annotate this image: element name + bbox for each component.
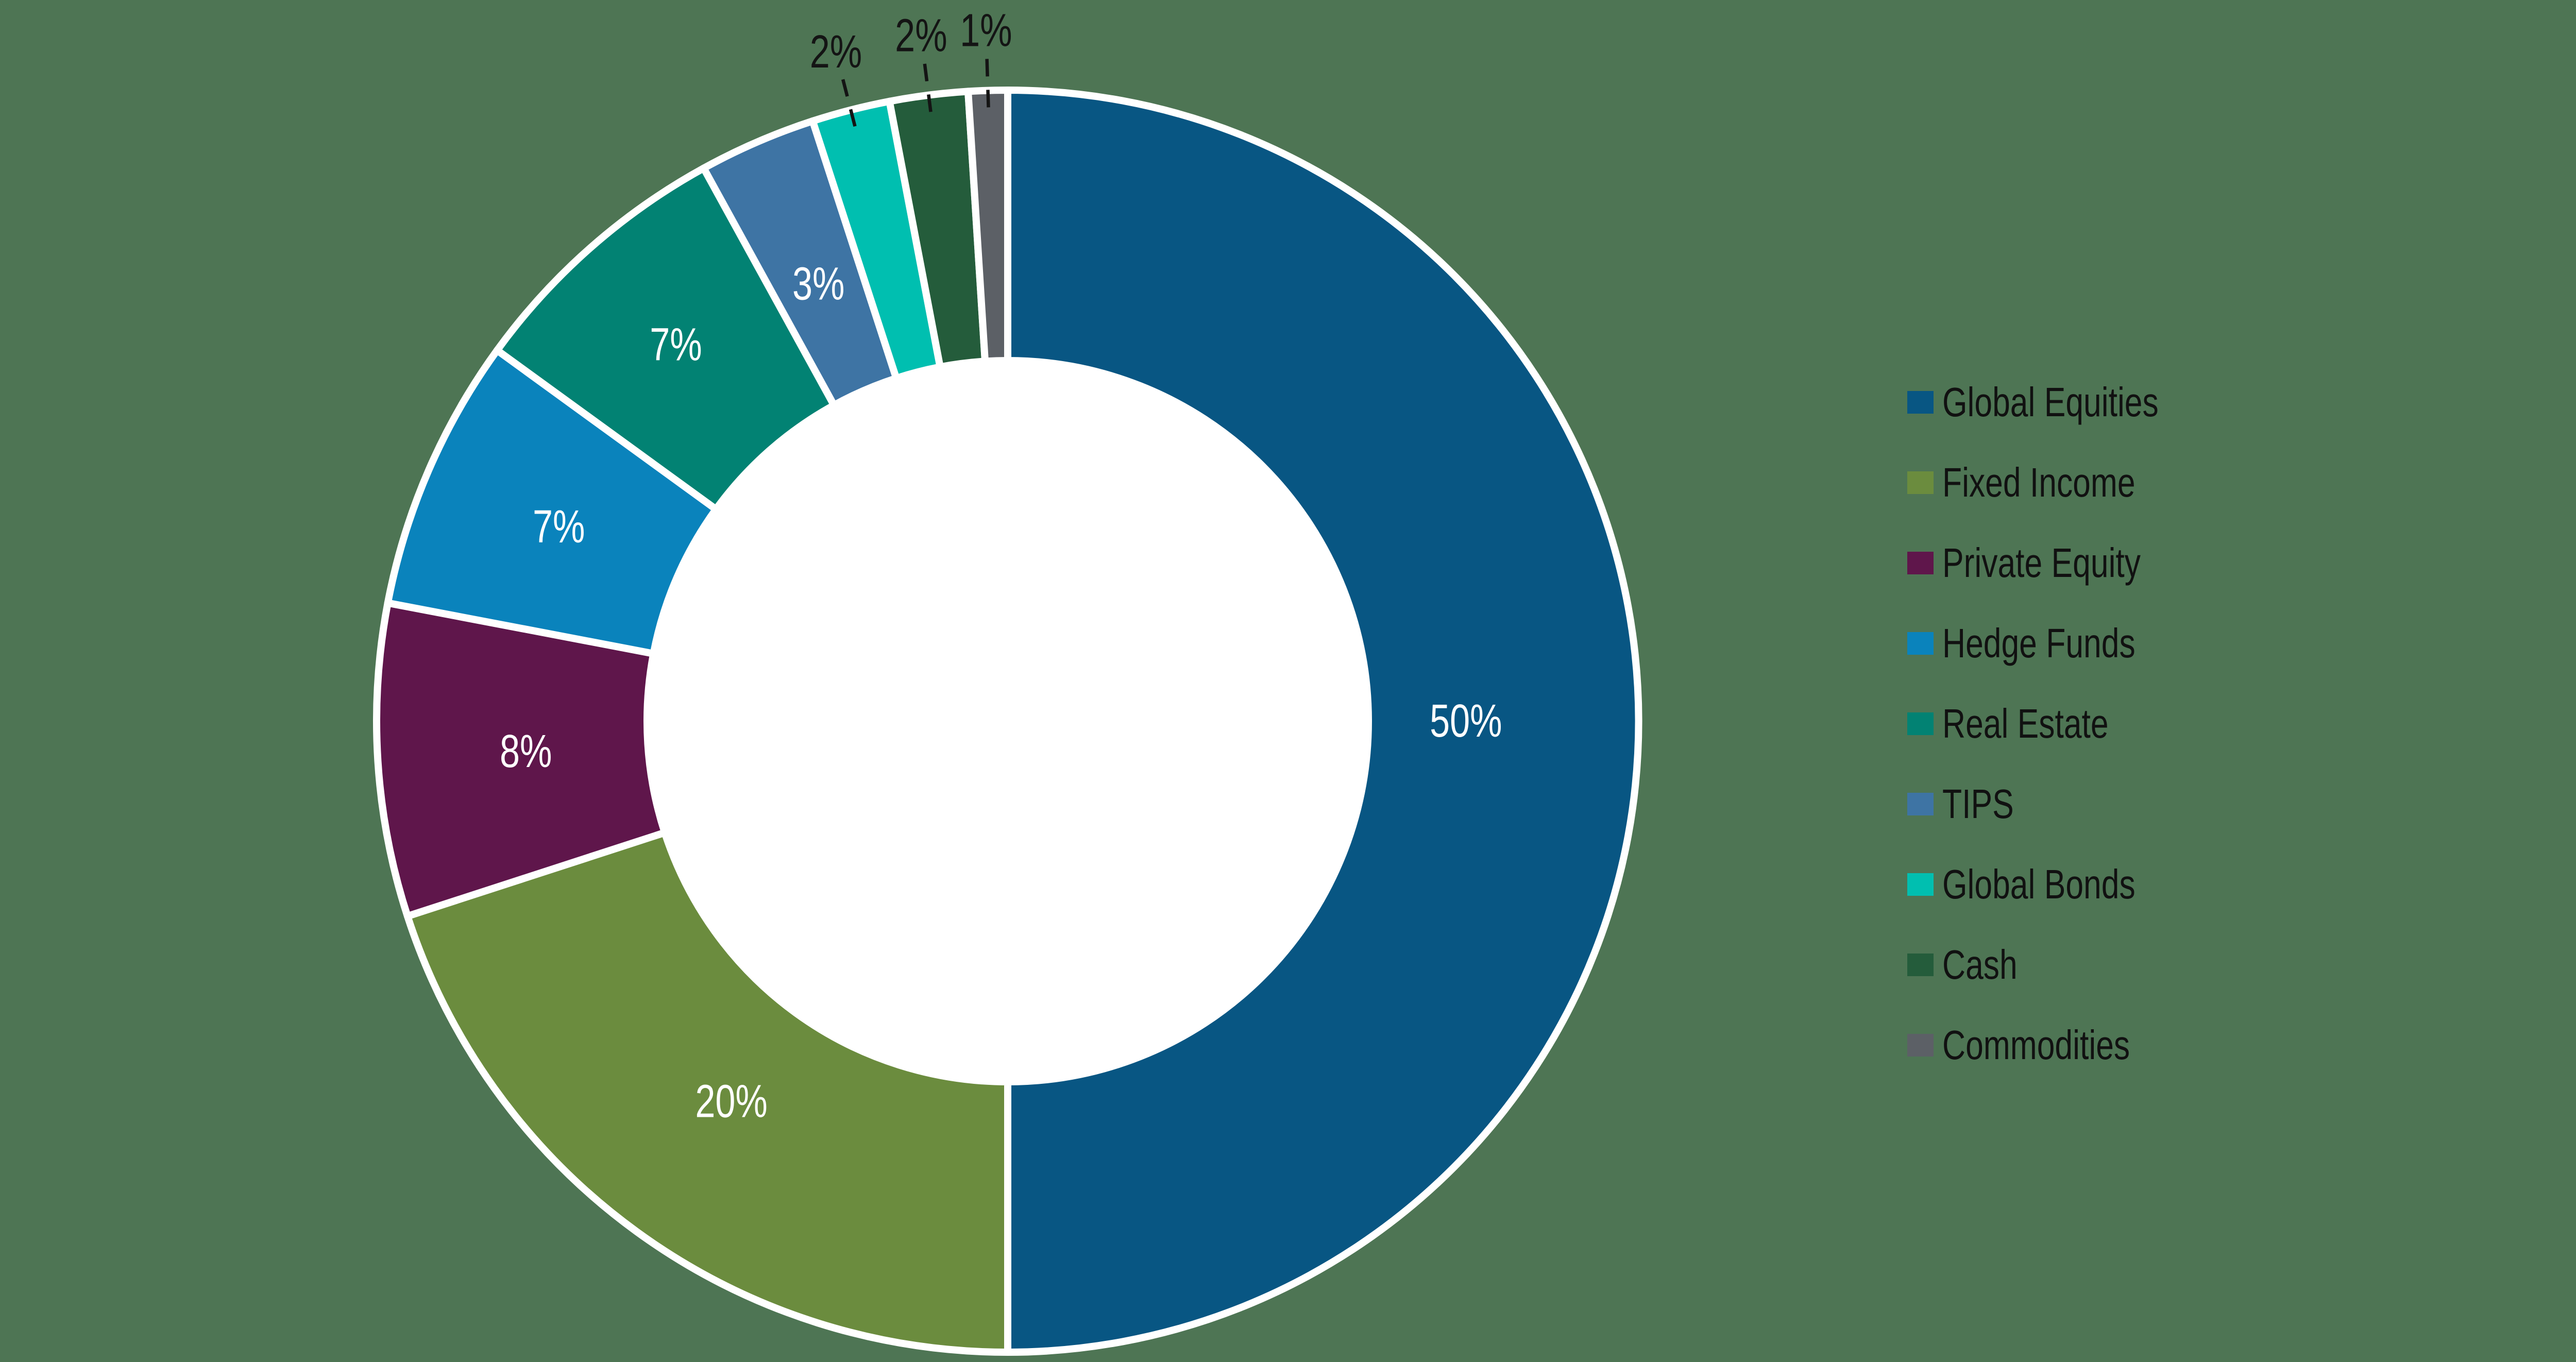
legend-swatch-global-bonds <box>1907 873 1934 896</box>
legend-label-private-equity: Private Equity <box>1942 540 2141 586</box>
legend-swatch-real-estate <box>1907 712 1934 735</box>
legend-swatch-commodities <box>1907 1034 1934 1057</box>
legend-item-hedge-funds: Hedge Funds <box>1907 603 2219 684</box>
legend-label-commodities: Commodities <box>1942 1022 2130 1068</box>
leader-line-global-bonds <box>841 79 860 138</box>
legend-label-cash: Cash <box>1942 942 2018 988</box>
pie-slice-global-equities <box>1004 87 1642 1356</box>
legend-label-fixed-income: Fixed Income <box>1942 459 2136 505</box>
pie-slice-hedge-funds <box>384 346 720 657</box>
slice-label-tips: 3% <box>792 258 844 310</box>
pie-slice-commodities <box>964 87 1011 365</box>
pie-slice-fixed-income <box>403 829 1011 1356</box>
legend-swatch-hedge-funds <box>1907 632 1934 655</box>
slice-label-cash: 2% <box>895 10 947 61</box>
legend-item-cash: Cash <box>1907 925 2219 1005</box>
legend-item-tips: TIPS <box>1907 764 2219 844</box>
legend-label-real-estate: Real Estate <box>1942 701 2109 746</box>
slice-label-global-equities: 50% <box>1430 695 1502 747</box>
pie-slice-private-equity <box>373 599 669 920</box>
legend-item-global-equities: Global Equities <box>1907 362 2219 442</box>
slice-label-private-equity: 8% <box>500 726 552 777</box>
legend-swatch-tips <box>1907 793 1934 815</box>
legend-label-global-bonds: Global Bonds <box>1942 861 2136 907</box>
donut-hole <box>643 356 1372 1086</box>
legend-label-hedge-funds: Hedge Funds <box>1942 620 2136 666</box>
legend: Global Equities Fixed Income Private Equit… <box>1907 362 2219 1085</box>
slice-label-global-bonds: 2% <box>810 26 862 78</box>
legend-swatch-global-equities <box>1907 391 1934 414</box>
slice-label-fixed-income: 20% <box>695 1076 767 1127</box>
legend-item-fixed-income: Fixed Income <box>1907 442 2219 523</box>
legend-item-global-bonds: Global Bonds <box>1907 844 2219 925</box>
slice-label-commodities: 1% <box>960 5 1012 56</box>
slice-label-hedge-funds: 7% <box>533 501 585 553</box>
legend-item-private-equity: Private Equity <box>1907 523 2219 603</box>
legend-label-tips: TIPS <box>1942 781 2014 827</box>
leader-line-commodities <box>985 59 991 119</box>
legend-label-global-equities: Global Equities <box>1942 379 2159 425</box>
legend-swatch-fixed-income <box>1907 471 1934 494</box>
slice-label-real-estate: 7% <box>650 319 702 370</box>
leader-line-cash <box>923 63 934 124</box>
legend-swatch-private-equity <box>1907 552 1934 574</box>
legend-item-real-estate: Real Estate <box>1907 684 2219 764</box>
legend-item-commodities: Commodities <box>1907 1005 2219 1085</box>
legend-swatch-cash <box>1907 954 1934 976</box>
